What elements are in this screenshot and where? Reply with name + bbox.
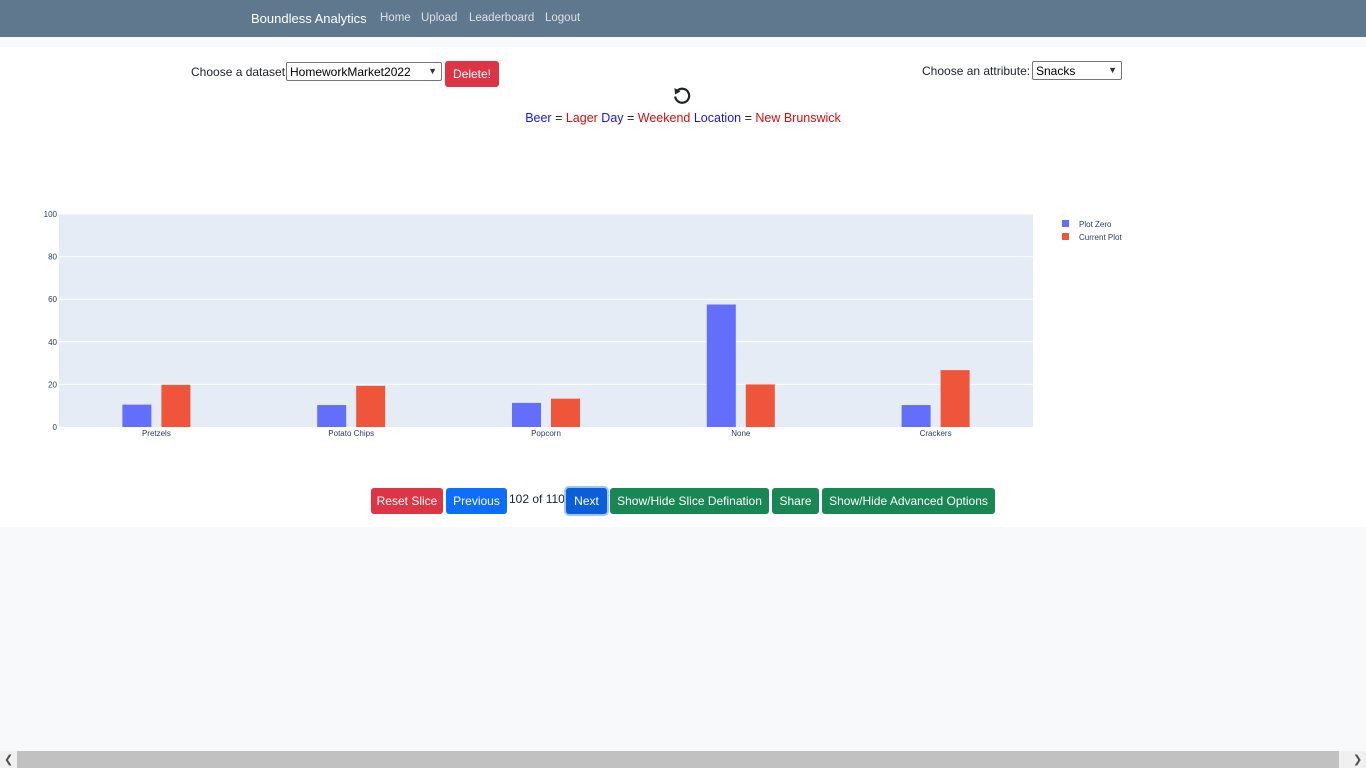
attribute-select-value: Snacks: [1036, 64, 1076, 78]
bar-plot-zero: [317, 405, 347, 427]
slice-definition-toggle-button[interactable]: Show/Hide Slice Defination: [610, 488, 769, 514]
bar-plot-zero: [706, 304, 736, 427]
y-tick-label: 20: [48, 380, 57, 389]
x-tick-label: Pretzels: [142, 429, 171, 438]
y-tick-label: 80: [48, 253, 57, 262]
bar-plot-zero: [901, 405, 931, 427]
nav-link-leaderboard[interactable]: Leaderboard: [469, 12, 535, 24]
legend-swatch: [1062, 220, 1069, 227]
bar-current-plot: [161, 384, 191, 427]
scroll-right-icon[interactable]: ❯: [1353, 754, 1363, 766]
slice-part: New Brunswick: [755, 111, 841, 125]
x-tick-label: Crackers: [920, 429, 952, 438]
share-button[interactable]: Share: [772, 488, 819, 514]
nav-link-home[interactable]: Home: [380, 12, 411, 24]
y-tick-label: 60: [48, 295, 57, 304]
legend-swatch: [1062, 233, 1069, 240]
horizontal-scrollbar[interactable]: ❮ ❯: [0, 751, 1366, 768]
next-button[interactable]: Next: [566, 488, 607, 514]
slice-part: Lager: [565, 111, 598, 125]
slice-part: =: [741, 111, 756, 125]
slice-part: Location: [690, 111, 742, 125]
plot-area: [59, 214, 1033, 427]
nav-link-upload[interactable]: Upload: [421, 12, 458, 24]
attribute-select[interactable]: Snacks ▼: [1032, 61, 1122, 80]
scrollbar-thumb[interactable]: [17, 751, 1339, 768]
x-tick-label: None: [731, 429, 751, 438]
bar-current-plot: [745, 384, 775, 427]
attribute-label: Choose an attribute:: [922, 64, 1031, 78]
dataset-label: Choose a dataset:: [191, 65, 289, 79]
previous-button[interactable]: Previous: [446, 488, 507, 514]
slice-part: =: [623, 111, 638, 125]
delete-button[interactable]: Delete!: [445, 61, 499, 87]
y-tick-label: 100: [44, 210, 58, 219]
navbar: Boundless Analytics Home Upload Leaderbo…: [0, 0, 1366, 37]
slice-part: Day: [597, 111, 624, 125]
slice-part: =: [551, 111, 566, 125]
bar-chart: 0 20 40 60 80 100 Pretzels Potato Chips Popcorn N…: [44, 210, 1123, 438]
y-tick-label: 0: [53, 423, 58, 432]
bar-current-plot: [551, 398, 580, 427]
refresh-icon[interactable]: [672, 86, 692, 106]
dataset-select[interactable]: HomeworkMarket2022 ▼: [286, 62, 442, 81]
x-tick-label: Popcorn: [531, 429, 561, 438]
legend-label: Plot Zero: [1079, 220, 1112, 229]
slice-part: Beer: [525, 111, 552, 125]
slice-counter: 102 of 110: [509, 492, 565, 506]
bar-current-plot: [940, 370, 970, 427]
bar-plot-zero: [512, 402, 541, 427]
legend-label: Current Plot: [1079, 233, 1122, 242]
advanced-options-toggle-button[interactable]: Show/Hide Advanced Options: [822, 488, 995, 514]
dataset-select-value: HomeworkMarket2022: [290, 65, 411, 79]
nav-link-logout[interactable]: Logout: [545, 12, 581, 24]
reset-slice-button[interactable]: Reset Slice: [371, 488, 443, 514]
brand[interactable]: Boundless Analytics: [251, 11, 367, 26]
slice-part: Weekend: [637, 111, 691, 125]
chevron-down-icon: ▼: [1108, 65, 1117, 75]
x-tick-label: Potato Chips: [328, 429, 374, 438]
bar-current-plot: [356, 385, 386, 427]
chevron-down-icon: ▼: [428, 66, 437, 76]
y-tick-label: 40: [48, 338, 57, 347]
bar-plot-zero: [122, 404, 152, 427]
slice-description: Beer = Lager Day = Weekend Location = Ne…: [0, 111, 1366, 125]
scroll-left-icon[interactable]: ❮: [4, 754, 14, 766]
